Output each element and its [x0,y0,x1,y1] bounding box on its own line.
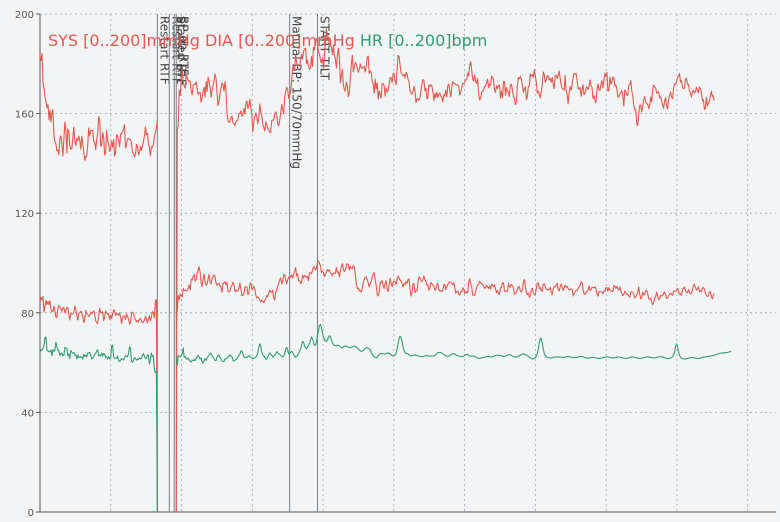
series-sys-line [39,28,715,513]
legend-entry: SYS [0..200]mmHg [48,31,200,50]
event-marker-label: Started RTF [174,16,188,86]
y-tick-label: 160 [15,110,34,121]
series-dia-line [39,260,715,513]
legend: SYS [0..200]mmHg DIA [0..200]mmHg HR [0.… [48,31,487,50]
series-hr-line [39,323,732,513]
legend-text: SYS [0..200]mmHg DIA [0..200]mmHg HR [0.… [48,31,487,50]
y-tick-label: 120 [15,209,34,220]
grid [40,13,776,513]
y-tick-label: 80 [21,309,34,320]
y-tick-label: 40 [21,408,34,419]
y-tick-label: 0 [28,508,34,519]
legend-entry: DIA [0..200]mmHg [200,31,355,50]
axes: 0 40 80 120 160 200 [15,10,776,519]
legend-entry: HR [0..200]bpm [355,31,488,50]
y-tick-label: 200 [15,10,34,21]
event-marker-label: BP on RTF [176,16,190,76]
event-marker-label: Restart RTF [157,16,171,85]
event-marker-label: Manual BP: 150/70mmHg [290,16,304,169]
series-lines [39,28,732,513]
